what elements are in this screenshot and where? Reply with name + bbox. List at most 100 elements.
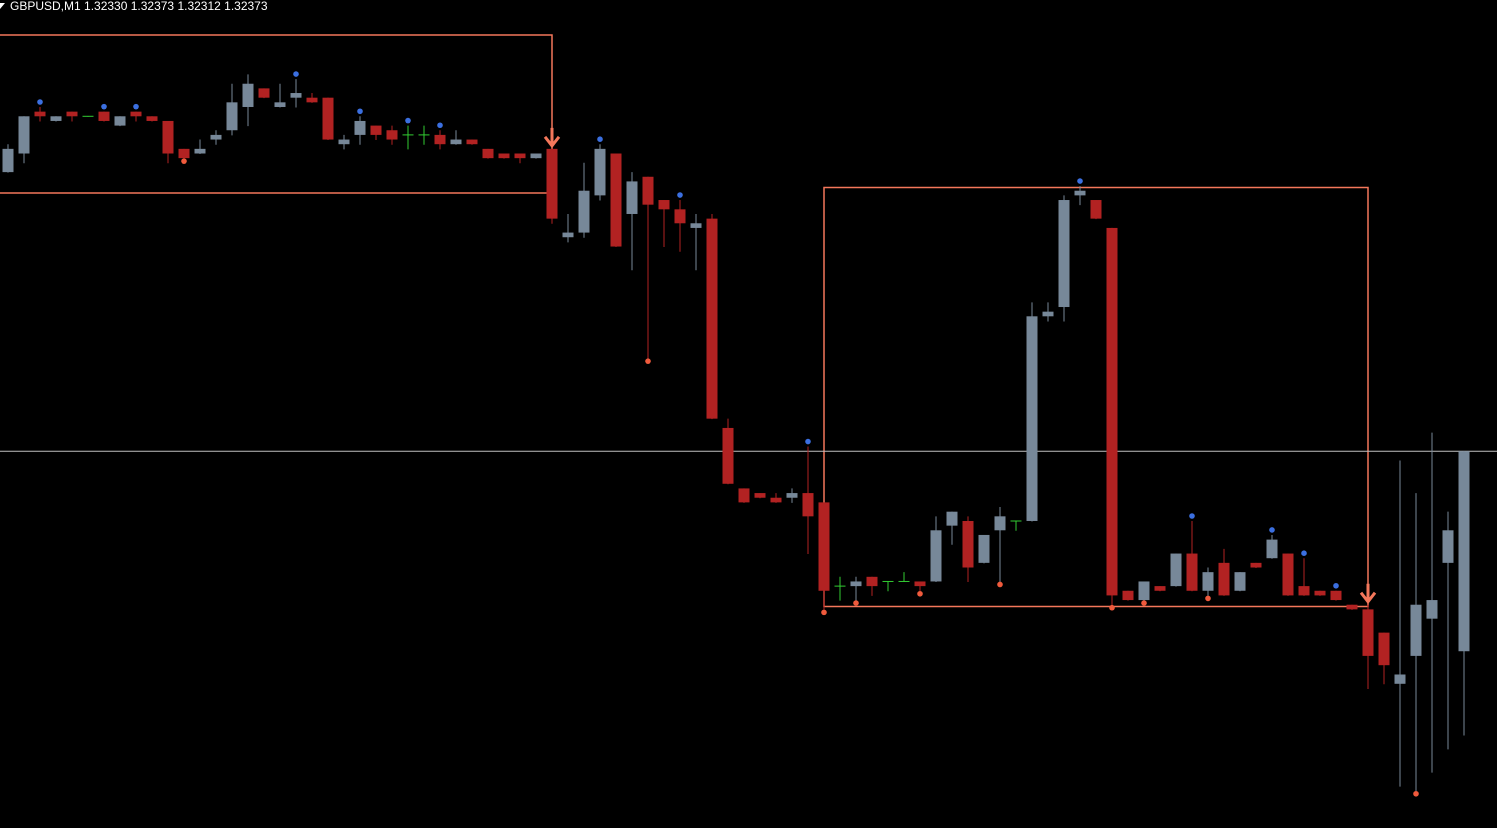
candle-body xyxy=(1090,200,1102,219)
fractal-down xyxy=(645,358,651,364)
candle-body xyxy=(690,223,702,228)
candle-body xyxy=(1282,553,1294,596)
candle-body xyxy=(322,97,334,140)
candle-body xyxy=(226,102,238,131)
fractal-down xyxy=(1205,595,1211,602)
candle-body xyxy=(1266,539,1278,559)
candle-body xyxy=(178,148,190,159)
candle-body xyxy=(162,120,174,154)
candle-body xyxy=(642,176,654,205)
candle-body xyxy=(754,493,766,498)
candle-body xyxy=(386,130,398,140)
range-box xyxy=(0,34,553,194)
fractal-down xyxy=(1109,604,1115,611)
candle-body xyxy=(450,139,462,145)
fractal-down xyxy=(181,158,187,164)
fractal-up xyxy=(1077,178,1083,184)
candle-body xyxy=(930,530,942,582)
fractal-up xyxy=(677,192,683,198)
candle-body xyxy=(242,83,254,107)
sell-arrow xyxy=(1359,583,1377,605)
candle-body xyxy=(850,581,862,587)
candle-body xyxy=(146,116,158,121)
candle-body xyxy=(1154,586,1166,591)
candle-body xyxy=(482,148,494,159)
candle-body xyxy=(98,111,110,121)
candle-body xyxy=(722,427,734,484)
candle-body xyxy=(1186,553,1198,591)
candle-body xyxy=(1442,530,1454,563)
candle-body xyxy=(1346,604,1358,610)
fractal-up xyxy=(405,117,411,124)
candle-body xyxy=(466,139,478,145)
candle-body xyxy=(866,576,878,587)
candle-body xyxy=(786,493,798,498)
candle-body xyxy=(1426,600,1438,619)
candle-body xyxy=(594,148,606,196)
candle-body xyxy=(34,111,46,117)
fractal-up xyxy=(597,136,603,143)
fractal-down xyxy=(821,609,827,616)
candle-body xyxy=(994,516,1006,531)
candle-body xyxy=(562,232,574,238)
fractal-down xyxy=(917,590,923,597)
candle-body xyxy=(498,153,510,159)
candle-body xyxy=(1042,311,1054,317)
candle-body xyxy=(530,153,542,159)
candle-body xyxy=(1314,590,1326,596)
candle-body xyxy=(978,534,990,563)
candle-body xyxy=(194,148,206,154)
fractal-up xyxy=(1189,513,1195,519)
candle-body xyxy=(66,111,78,117)
menu-icon xyxy=(0,3,5,9)
candle-body xyxy=(1410,604,1422,656)
candle-body xyxy=(1122,590,1134,601)
candle-body xyxy=(802,493,814,517)
candle-body xyxy=(1074,190,1086,196)
candle-body xyxy=(706,218,718,419)
candle-body xyxy=(290,93,302,98)
candle-body xyxy=(1138,581,1150,601)
candle-body xyxy=(434,134,446,145)
candle-body xyxy=(306,97,318,103)
fractal-up xyxy=(1269,527,1275,533)
candle-body xyxy=(1026,316,1038,521)
fractal-up xyxy=(805,438,811,445)
candle-body xyxy=(578,190,590,233)
candle-body xyxy=(1058,200,1070,308)
candle-body xyxy=(946,511,958,526)
fractal-up xyxy=(1333,582,1339,589)
candle-body xyxy=(914,581,926,587)
candle-body xyxy=(274,102,286,107)
chart-title: GBPUSD,M1 1.32330 1.32373 1.32312 1.3237… xyxy=(10,0,268,13)
candle-body xyxy=(210,134,222,140)
candle-body xyxy=(114,116,126,126)
candle-body xyxy=(1202,572,1214,591)
candle-body xyxy=(258,88,270,98)
candle-body xyxy=(1106,227,1118,596)
fractal-down xyxy=(997,581,1003,588)
candle-body xyxy=(50,116,62,121)
candle-body xyxy=(1330,590,1342,601)
candle-body xyxy=(770,497,782,503)
fractal-up xyxy=(293,71,299,77)
fractal-up xyxy=(133,103,139,110)
fractal-down xyxy=(1413,790,1419,797)
candle-body xyxy=(1394,674,1406,684)
candle-body xyxy=(962,520,974,568)
candle-body xyxy=(130,111,142,117)
candle-body xyxy=(546,148,558,219)
candle-body xyxy=(1378,632,1390,666)
candle-body xyxy=(2,148,14,173)
candle-body xyxy=(674,209,686,224)
candle-body xyxy=(18,116,30,154)
candle-body xyxy=(1362,609,1374,656)
candle-body xyxy=(818,502,830,591)
candle-body xyxy=(1170,553,1182,587)
candle-body xyxy=(658,200,670,210)
candle-body xyxy=(626,181,638,214)
candle-body xyxy=(1250,562,1262,568)
